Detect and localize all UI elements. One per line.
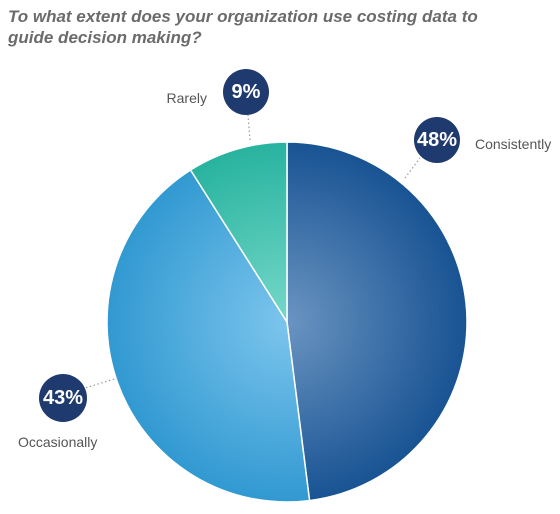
data-label-consistently: 48% <box>417 129 457 151</box>
value-badge-occasionally <box>39 374 87 422</box>
pie-slice-occasionally <box>106 168 311 503</box>
slices-layer <box>106 141 468 503</box>
category-label-rarely: Rarely <box>167 90 207 106</box>
labels-layer: 48% Consistently 43% Occasionally 9% Rarely <box>18 69 551 450</box>
data-label-rarely: 9% <box>232 81 261 103</box>
leader-line-occasionally <box>84 377 119 389</box>
pie-slice-consistently <box>286 141 468 502</box>
value-badge-rarely <box>223 69 269 115</box>
chart-title: To what extent does your organization us… <box>8 7 478 47</box>
leader-line-consistently <box>404 157 421 179</box>
category-label-consistently: Consistently <box>475 136 551 152</box>
leader-line-rarely <box>247 114 251 141</box>
data-label-occasionally: 43% <box>43 387 83 409</box>
pie-slice-rarely <box>189 141 288 325</box>
category-label-occasionally: Occasionally <box>18 434 97 450</box>
value-badge-consistently <box>414 117 460 163</box>
